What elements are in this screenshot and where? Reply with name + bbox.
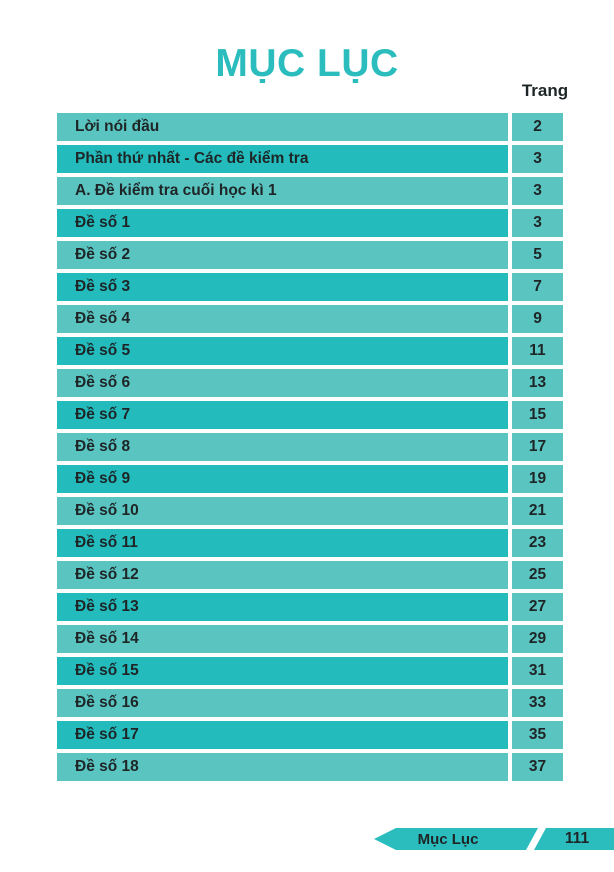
toc-entry-page: 37 xyxy=(512,753,563,781)
toc-entry-title: Đề số 1 xyxy=(57,209,508,237)
toc-entry-title: Lời nói đầu xyxy=(57,113,508,141)
toc-entry-title: Đề số 11 xyxy=(57,529,508,557)
toc-entry-page: 15 xyxy=(512,401,563,429)
toc-entry-page: 25 xyxy=(512,561,563,589)
toc-row: Đề số 14 29 xyxy=(57,625,563,653)
toc-entry-page: 3 xyxy=(512,177,563,205)
toc-entry-title: Đề số 12 xyxy=(57,561,508,589)
toc-entry-page: 3 xyxy=(512,209,563,237)
toc-row: Đề số 2 5 xyxy=(57,241,563,269)
toc-row: Đề số 3 7 xyxy=(57,273,563,301)
toc-row: Đề số 8 17 xyxy=(57,433,563,461)
toc-entry-title: Đề số 5 xyxy=(57,337,508,365)
toc-entry-title: Đề số 14 xyxy=(57,625,508,653)
toc-entry-page: 17 xyxy=(512,433,563,461)
footer-page-badge: 111 xyxy=(534,828,614,850)
toc-row: Phần thứ nhất - Các đề kiểm tra 3 xyxy=(57,145,563,173)
page-title: MỤC LỤC xyxy=(215,42,399,85)
footer-ribbon: Mục Lục xyxy=(374,828,538,850)
toc-entry-page: 13 xyxy=(512,369,563,397)
toc-entry-title: Đề số 4 xyxy=(57,305,508,333)
toc-entry-page: 21 xyxy=(512,497,563,525)
toc-row: A. Đề kiểm tra cuối học kì 1 3 xyxy=(57,177,563,205)
toc-entry-title: Đề số 7 xyxy=(57,401,508,429)
toc-entry-page: 19 xyxy=(512,465,563,493)
toc-entry-title: A. Đề kiểm tra cuối học kì 1 xyxy=(57,177,508,205)
toc-row: Đề số 15 31 xyxy=(57,657,563,685)
toc-row: Đề số 7 15 xyxy=(57,401,563,429)
toc-entry-page: 33 xyxy=(512,689,563,717)
toc-entry-page: 35 xyxy=(512,721,563,749)
toc-row: Đề số 12 25 xyxy=(57,561,563,589)
toc-row: Đề số 4 9 xyxy=(57,305,563,333)
toc-entry-title: Đề số 15 xyxy=(57,657,508,685)
toc-entry-title: Đề số 6 xyxy=(57,369,508,397)
toc-row: Đề số 18 37 xyxy=(57,753,563,781)
toc-entry-title: Phần thứ nhất - Các đề kiểm tra xyxy=(57,145,508,173)
toc-row: Lời nói đầu 2 xyxy=(57,113,563,141)
toc-entry-title: Đề số 2 xyxy=(57,241,508,269)
toc-row: Đề số 11 23 xyxy=(57,529,563,557)
toc-entry-title: Đề số 16 xyxy=(57,689,508,717)
toc-entry-title: Đề số 18 xyxy=(57,753,508,781)
toc-entry-title: Đề số 13 xyxy=(57,593,508,621)
toc-entry-page: 7 xyxy=(512,273,563,301)
toc-entry-title: Đề số 17 xyxy=(57,721,508,749)
toc-row: Đề số 9 19 xyxy=(57,465,563,493)
toc-row: Đề số 17 35 xyxy=(57,721,563,749)
toc-entry-page: 9 xyxy=(512,305,563,333)
toc-row: Đề số 6 13 xyxy=(57,369,563,397)
toc-entry-title: Đề số 10 xyxy=(57,497,508,525)
toc-row: Đề số 16 33 xyxy=(57,689,563,717)
toc-entry-page: 3 xyxy=(512,145,563,173)
toc-entry-page: 11 xyxy=(512,337,563,365)
toc-row: Đề số 10 21 xyxy=(57,497,563,525)
toc-entry-page: 29 xyxy=(512,625,563,653)
toc-entry-page: 23 xyxy=(512,529,563,557)
toc-row: Đề số 13 27 xyxy=(57,593,563,621)
toc-row: Đề số 5 11 xyxy=(57,337,563,365)
toc-entry-page: 31 xyxy=(512,657,563,685)
toc-entry-page: 2 xyxy=(512,113,563,141)
toc-entry-title: Đề số 8 xyxy=(57,433,508,461)
page-column-header: Trang xyxy=(521,81,569,100)
toc-entry-title: Đề số 3 xyxy=(57,273,508,301)
footer-page-number: 111 xyxy=(564,830,590,847)
toc-entry-page: 5 xyxy=(512,241,563,269)
toc-table: Lời nói đầu 2 Phần thứ nhất - Các đề kiể… xyxy=(57,113,563,781)
footer-section-label: Mục Lục xyxy=(417,830,479,848)
toc-entry-title: Đề số 9 xyxy=(57,465,508,493)
toc-entry-page: 27 xyxy=(512,593,563,621)
toc-row: Đề số 1 3 xyxy=(57,209,563,237)
